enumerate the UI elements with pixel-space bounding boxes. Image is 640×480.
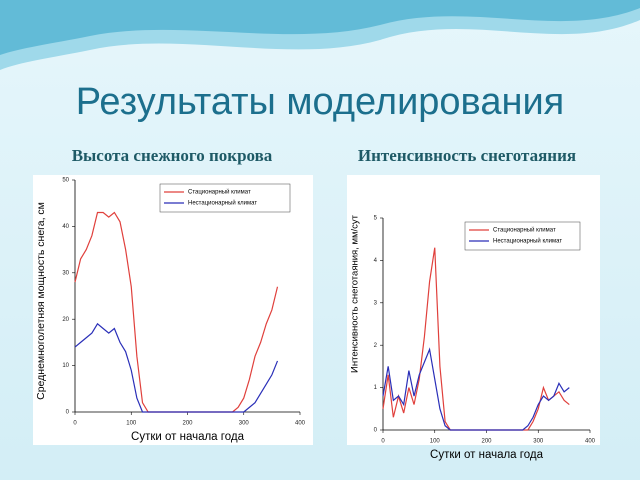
y-tick-label: 1 [374,385,378,391]
x-tick-label: 200 [182,421,193,427]
y-tick-label: 10 [62,363,69,369]
line-series [74,322,279,413]
y-axis-label: Среднемноголетняя мощность снега, см [35,202,47,400]
y-tick-label: 50 [62,178,69,184]
x-tick-label: 0 [73,421,77,427]
y-tick-label: 4 [374,258,378,264]
y-tick-label: 30 [62,270,69,276]
x-tick-label: 0 [381,439,385,445]
y-tick-label: 0 [66,410,70,416]
x-tick-label: 300 [239,421,250,427]
line-series [382,347,570,431]
y-tick-label: 40 [62,224,69,230]
x-axis-label: Сутки от начала года [430,449,544,461]
x-tick-label: 200 [481,439,492,445]
y-tick-label: 20 [62,317,69,323]
chart-panel [347,175,600,445]
wave-dark [0,0,640,55]
legend-label: Стационарный климат [188,189,251,196]
x-tick-label: 100 [430,439,441,445]
y-tick-label: 3 [374,300,378,306]
legend-label: Стационарный климат [493,227,556,234]
y-tick-label: 5 [374,216,378,222]
x-tick-label: 100 [126,421,137,427]
x-tick-label: 300 [533,439,544,445]
x-axis-label: Сутки от начала года [131,431,245,443]
legend-label: Нестационарный климат [188,200,257,207]
chart-panel [33,175,313,445]
chart-title: Высота снежного покрова [72,146,273,165]
y-axis-label: Интенсивность снеготаяния, мм/сут [350,214,361,373]
x-tick-label: 400 [585,439,596,445]
y-tick-label: 0 [374,428,378,434]
legend-box [464,221,581,251]
x-tick-label: 400 [295,421,306,427]
chart-title: Интенсивность снеготаяния [358,146,576,165]
y-tick-label: 2 [374,343,378,349]
legend-box [159,183,291,213]
legend-label: Нестационарный климат [493,238,562,245]
slide-title: Результаты моделирования [76,81,565,123]
